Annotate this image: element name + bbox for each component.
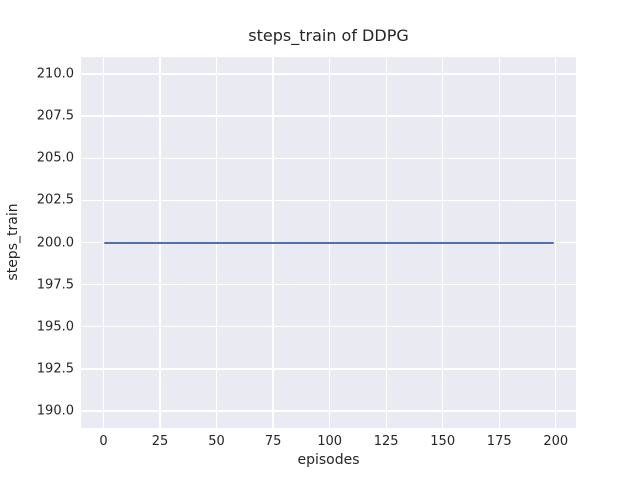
- x-tick-label: 75: [264, 434, 282, 449]
- y-tick-label: 205.0: [36, 150, 74, 166]
- y-tick-label: 192.5: [36, 361, 74, 377]
- x-axis-label: episodes: [297, 452, 360, 468]
- x-tick-label: 175: [486, 434, 512, 449]
- y-tick-label: 195.0: [36, 319, 74, 335]
- y-gridline: [81, 368, 576, 370]
- y-tick-label: 210.0: [36, 66, 74, 82]
- y-gridline: [81, 284, 576, 286]
- chart-title: steps_train of DDPG: [248, 26, 409, 45]
- series-line-steps_train: [103, 241, 554, 244]
- y-gridline: [81, 410, 576, 412]
- x-tick-label: 125: [373, 434, 399, 449]
- y-gridline: [81, 199, 576, 201]
- plot-area: [81, 57, 576, 428]
- y-gridline: [81, 115, 576, 117]
- x-tick-label: 25: [151, 434, 169, 449]
- y-tick-label: 190.0: [36, 403, 74, 419]
- x-tick-label: 100: [317, 434, 343, 449]
- y-tick-label: 202.5: [36, 192, 74, 208]
- y-gridline: [81, 157, 576, 159]
- y-gridline: [81, 326, 576, 328]
- y-tick-label: 197.5: [36, 277, 74, 293]
- y-tick-label: 200.0: [36, 235, 74, 250]
- x-tick-label: 150: [430, 434, 456, 449]
- x-tick-label: 200: [543, 434, 569, 449]
- x-tick-label: 50: [208, 434, 225, 449]
- x-tick-label: 0: [99, 434, 108, 449]
- y-gridline: [81, 73, 576, 75]
- y-tick-label: 207.5: [36, 108, 74, 124]
